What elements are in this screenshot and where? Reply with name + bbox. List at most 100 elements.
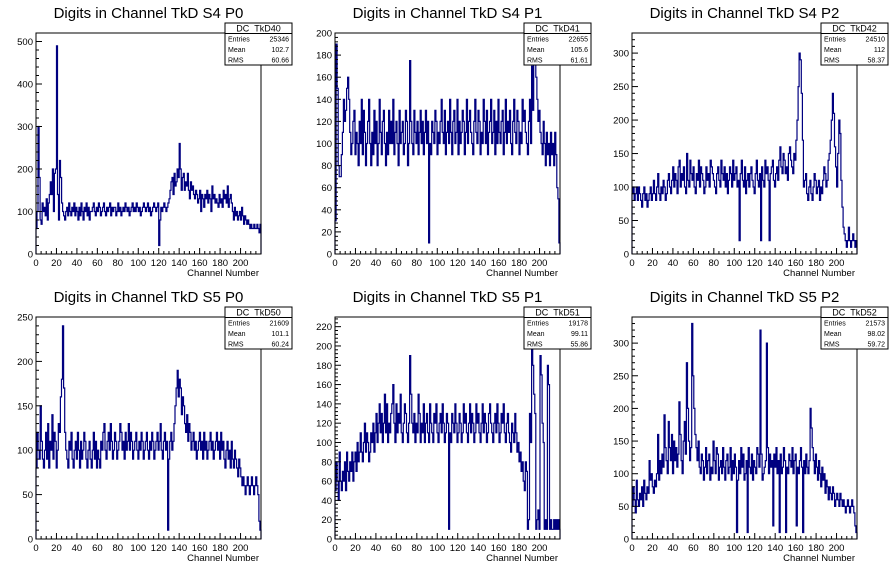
stats-label: Mean <box>527 331 545 338</box>
stats-name: DC_TkD52 <box>832 308 877 318</box>
x-tick-label: 140 <box>767 543 783 554</box>
histogram-series <box>35 325 262 539</box>
y-tick-label: 60 <box>321 477 332 488</box>
x-tick-label: 60 <box>391 258 402 269</box>
x-tick-label: 120 <box>450 258 466 269</box>
stats-value: 59.72 <box>867 342 885 349</box>
x-tick-label: 60 <box>92 258 103 269</box>
stats-label: RMS <box>824 58 840 65</box>
stats-value: 60.24 <box>271 342 289 349</box>
stats-value: 58.37 <box>867 58 885 65</box>
y-tick-label: 40 <box>321 496 332 507</box>
x-tick-label: 0 <box>33 543 38 554</box>
y-tick-label: 100 <box>613 183 629 194</box>
y-tick-label: 50 <box>618 216 629 227</box>
y-tick-label: 140 <box>316 399 332 410</box>
x-axis-label: Channel Number <box>187 553 259 564</box>
stats-name: DC_TkD42 <box>832 24 877 34</box>
y-tick-label: 0 <box>28 535 33 546</box>
y-tick-label: 180 <box>316 361 332 372</box>
x-tick-label: 0 <box>332 543 337 554</box>
stats-name: DC_TkD51 <box>535 308 580 318</box>
stats-box <box>820 22 889 66</box>
chart-title: Digits in Channel TkD S5 P0 <box>54 289 244 306</box>
x-tick-label: 120 <box>747 258 763 269</box>
x-tick-label: 160 <box>788 258 804 269</box>
x-tick-label: 140 <box>470 258 486 269</box>
x-tick-label: 20 <box>647 258 658 269</box>
x-tick-label: 20 <box>51 258 62 269</box>
stats-label: Entries <box>824 37 846 44</box>
x-axis-label: Channel Number <box>486 268 558 279</box>
x-tick-label: 160 <box>491 258 507 269</box>
y-tick-label: 200 <box>17 357 33 368</box>
stats-box <box>224 22 293 66</box>
y-tick-label: 200 <box>613 116 629 127</box>
y-tick-label: 140 <box>316 95 332 106</box>
stats-value: 60.66 <box>271 58 289 65</box>
y-tick-label: 0 <box>28 250 33 261</box>
y-tick-label: 100 <box>316 438 332 449</box>
stats-box <box>523 22 592 66</box>
x-tick-label: 40 <box>371 258 382 269</box>
x-tick-label: 140 <box>470 543 486 554</box>
y-tick-label: 120 <box>316 419 332 430</box>
x-tick-label: 200 <box>532 258 548 269</box>
x-tick-label: 20 <box>350 543 361 554</box>
plot-frame <box>35 32 262 255</box>
x-tick-label: 140 <box>171 258 187 269</box>
stats-label: RMS <box>824 342 840 349</box>
plot-frame <box>35 316 262 540</box>
y-tick-label: 100 <box>613 469 629 480</box>
stats-label: RMS <box>527 58 543 65</box>
stats-label: RMS <box>527 342 543 349</box>
chart-title: Digits in Channel TkD S4 P0 <box>54 5 244 22</box>
y-tick-label: 150 <box>17 401 33 412</box>
x-tick-label: 40 <box>668 543 679 554</box>
histogram-series <box>334 32 561 254</box>
y-tick-label: 100 <box>17 446 33 457</box>
histogram-panel-3: Digits in Channel TkD S5 P0 0 20 40 60 80 100 1… <box>17 289 293 564</box>
histogram-panel-5: Digits in Channel TkD S5 P2 0 20 40 60 80 100 1… <box>613 289 889 564</box>
x-tick-label: 200 <box>532 543 548 554</box>
x-tick-label: 60 <box>391 543 402 554</box>
y-tick-label: 20 <box>321 515 332 526</box>
histogram-panel-4: Digits in Channel TkD S5 P1 0 20 40 60 80 100 1… <box>316 289 592 564</box>
stats-label: Entries <box>824 321 846 328</box>
y-tick-label: 250 <box>613 371 629 382</box>
stats-name: DC_TkD50 <box>236 308 281 318</box>
stats-value: 19178 <box>569 321 589 328</box>
x-tick-label: 100 <box>130 543 146 554</box>
y-tick-label: 80 <box>321 457 332 468</box>
stats-value: 55.86 <box>570 342 588 349</box>
x-tick-label: 100 <box>130 258 146 269</box>
x-tick-label: 160 <box>491 543 507 554</box>
x-tick-label: 0 <box>629 258 634 269</box>
x-tick-label: 160 <box>192 543 208 554</box>
y-tick-label: 150 <box>613 437 629 448</box>
y-tick-label: 300 <box>613 339 629 350</box>
x-axis-label: Channel Number <box>187 268 259 279</box>
x-tick-label: 0 <box>332 258 337 269</box>
y-tick-label: 60 <box>321 183 332 194</box>
chart-title: Digits in Channel TkD S4 P1 <box>353 5 543 22</box>
stats-value: 102.7 <box>271 47 289 54</box>
stats-value: 98.02 <box>867 331 885 338</box>
y-tick-label: 500 <box>17 37 33 48</box>
stats-value: 21609 <box>270 321 290 328</box>
y-tick-label: 160 <box>316 73 332 84</box>
stats-label: RMS <box>228 342 244 349</box>
stats-name: DC_TkD40 <box>236 24 281 34</box>
stats-box <box>224 306 293 350</box>
x-tick-label: 140 <box>767 258 783 269</box>
stats-value: 61.61 <box>570 58 588 65</box>
stats-box <box>820 306 889 350</box>
x-tick-label: 60 <box>688 258 699 269</box>
y-tick-label: 160 <box>316 380 332 391</box>
stats-box <box>523 306 592 350</box>
y-tick-label: 300 <box>613 49 629 60</box>
y-tick-label: 80 <box>321 161 332 172</box>
y-tick-label: 200 <box>316 341 332 352</box>
